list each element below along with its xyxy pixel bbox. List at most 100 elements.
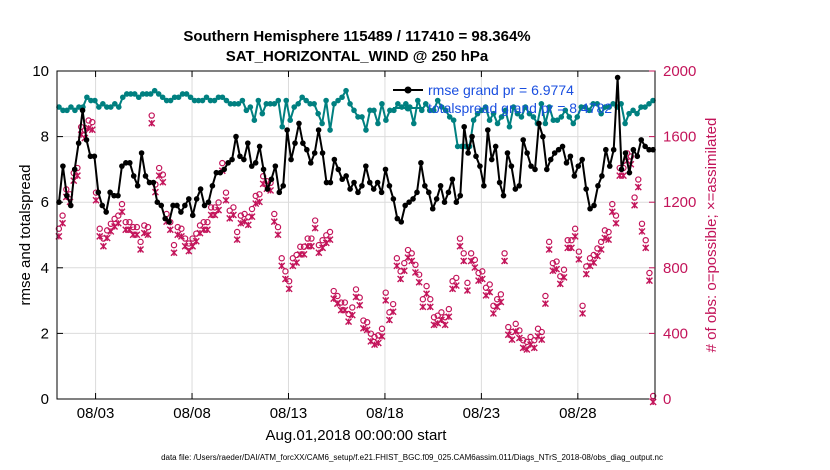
legend-rmse-label: rmse grand pr = 6.9774 <box>428 82 574 98</box>
obs-assimilated-point <box>419 303 427 311</box>
obs-possible-point <box>196 222 204 229</box>
obs-assimilated-point <box>385 316 393 324</box>
obs-assimilated-point <box>389 308 397 316</box>
obs-assimilated-point <box>85 124 93 132</box>
totalspread-point <box>450 117 457 123</box>
y-right-tick-label: 800 <box>663 260 688 277</box>
rmse-point <box>182 202 188 209</box>
obs-assimilated-point <box>649 398 657 406</box>
obs-possible-point <box>415 271 423 278</box>
obs-assimilated-point <box>567 244 575 252</box>
totalspread-point <box>379 101 385 107</box>
obs-possible-point <box>609 200 616 208</box>
rmse-point <box>304 146 310 153</box>
totalspread-point <box>638 104 644 110</box>
obs-assimilated-point <box>311 224 319 232</box>
obs-assimilated-point <box>423 290 431 298</box>
obs-assimilated-point <box>248 213 256 221</box>
rmse-point <box>555 146 562 153</box>
rmse-point <box>508 163 515 169</box>
rmse-point <box>606 163 613 169</box>
rmse-point <box>284 127 290 133</box>
rmse-point <box>158 202 165 209</box>
totalspread-point <box>430 107 437 114</box>
obs-assimilated-point <box>92 196 100 204</box>
rmse-point <box>126 160 133 166</box>
totalspread-point <box>187 94 194 101</box>
obs-possible-point <box>85 117 92 124</box>
obs-assimilated-point <box>374 339 382 347</box>
obs-assimilated-point <box>475 277 483 285</box>
rmse-point <box>229 156 235 163</box>
rmse-point <box>630 146 637 153</box>
obs-possible-point <box>55 225 63 232</box>
rmse-point <box>433 196 440 202</box>
obs-assimilated-point <box>523 346 531 354</box>
obs-assimilated-point <box>192 237 200 245</box>
obs-assimilated-point <box>378 332 386 340</box>
totalspread-point <box>123 91 130 97</box>
totalspread-point <box>127 91 134 97</box>
rmse-point <box>575 163 582 169</box>
obs-possible-point <box>96 225 103 232</box>
obs-assimilated-point <box>397 275 405 283</box>
rmse-point <box>142 173 149 179</box>
obs-assimilated-point <box>426 303 434 311</box>
obs-assimilated-point <box>593 252 601 260</box>
totalspread-point <box>367 107 373 114</box>
totalspread-point <box>438 104 445 110</box>
totalspread-point <box>215 94 222 101</box>
obs-possible-point <box>523 338 531 346</box>
totalspread-point <box>287 117 294 123</box>
totalspread-point <box>634 110 640 117</box>
rmse-point <box>449 176 456 183</box>
obs-assimilated-point <box>281 275 289 283</box>
obs-possible-point <box>326 228 334 236</box>
rmse-point <box>496 179 503 186</box>
obs-possible-point <box>393 255 401 262</box>
totalspread-point <box>538 101 545 107</box>
totalspread-point <box>371 107 377 114</box>
obs-possible-point <box>315 241 323 249</box>
obs-count-series <box>55 112 657 406</box>
rmse-point <box>134 183 141 189</box>
obs-possible-point <box>430 314 438 321</box>
obs-assimilated-point <box>497 298 505 306</box>
obs-assimilated-point <box>393 262 401 270</box>
obs-possible-point <box>219 159 226 167</box>
rmse-point <box>138 150 145 156</box>
y-axis-left-ticks: 0 2 4 6 8 10 <box>32 63 63 408</box>
rmse-point <box>536 120 542 127</box>
totalspread-point <box>355 114 361 120</box>
totalspread-point <box>335 97 341 104</box>
obs-assimilated-point <box>189 242 197 250</box>
rmse-point <box>280 183 287 189</box>
rmse-point <box>225 160 231 166</box>
rmse-point <box>67 202 74 209</box>
rmse-point <box>233 133 239 140</box>
legend: rmse grand pr = 6.9774 totalspread grand… <box>393 82 612 116</box>
obs-assimilated-point <box>530 344 538 352</box>
obs-possible-point <box>230 204 237 211</box>
obs-possible-point <box>601 227 609 234</box>
rmse-point <box>429 205 436 212</box>
totalspread-point <box>550 117 557 123</box>
rmse-point <box>115 192 121 199</box>
rmse-point <box>622 150 629 156</box>
obs-possible-point <box>341 299 349 306</box>
obs-possible-point <box>635 176 642 183</box>
obs-possible-point <box>605 228 612 236</box>
obs-possible-point <box>297 243 304 250</box>
obs-possible-point <box>389 300 397 308</box>
totalspread-point <box>291 104 298 110</box>
rmse-point <box>634 153 641 160</box>
rmse-point <box>492 143 499 150</box>
rmse-point <box>524 150 530 156</box>
obs-possible-point <box>282 268 289 275</box>
obs-assimilated-point <box>233 236 241 244</box>
rmse-point <box>650 146 656 153</box>
rmse-point <box>130 173 137 179</box>
rmse-point <box>343 173 349 179</box>
totalspread-point <box>315 110 321 117</box>
rmse-point <box>484 127 491 133</box>
